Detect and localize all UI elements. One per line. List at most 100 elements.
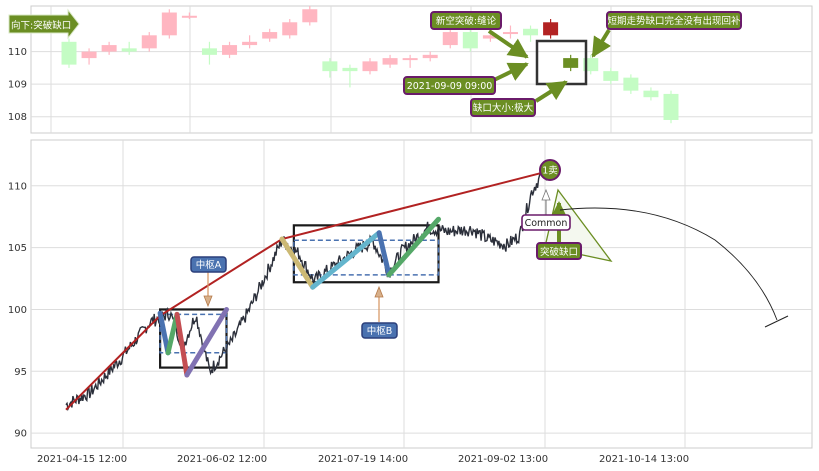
bottom-y-tick: 90 [14,429,27,440]
candle [262,28,278,42]
label-pivot-a: 中枢A [190,256,227,273]
top-y-tick-labels: 108 109 110 [8,47,27,123]
candle [643,87,659,101]
candle [141,32,157,52]
segment-stroke [184,307,229,378]
candle-body [61,41,77,65]
bottom-y-tick: 95 [14,367,27,378]
candle-body [382,58,398,65]
candle-body [482,35,498,39]
candle-body [101,45,117,52]
segment-stroke [310,230,382,290]
candle [282,19,298,39]
segment-stroke [174,311,190,378]
svg-text:突破缺口: 突破缺口 [540,246,578,258]
pivot-b-arrowhead [374,285,384,298]
candle [382,54,398,68]
bottom-panel-frame [30,139,813,449]
candle-body [161,12,177,36]
projection-arc [559,207,778,321]
candle-body [462,32,478,49]
candle [502,25,518,39]
candle-body [121,48,137,52]
label-gap-size: 缺口大小:极大 [470,98,536,117]
segment-strokes [157,216,441,378]
candle [543,19,559,39]
arrow-gap-size [534,80,568,103]
candle-body [442,32,458,46]
candle [462,28,478,52]
candle-body [322,61,338,72]
bottom-y-tick: 105 [8,243,27,254]
arrow-trend-note [591,28,611,58]
candle [201,41,217,65]
candle-body [563,58,579,68]
top-candles [61,6,679,124]
segment-stroke [279,236,316,290]
x-tick: 2021-09-02 13:00 [458,454,548,465]
svg-text:短期走势缺口完全没有出现回补: 短期走势缺口完全没有出现回补 [607,15,741,27]
candle [121,41,137,55]
candle [61,38,77,68]
candle-body [141,35,157,49]
label-gap-time: 2021-09-09 09:00 [403,76,496,95]
candle-body [262,32,278,39]
candle-body [523,28,539,36]
bottom-price-panel: 90 95 100 105 110 2021-04-15 12:00 2021-06-02… [8,139,813,465]
candle [442,28,458,49]
x-tick: 2021-06-02 12:00 [177,454,267,465]
candle [362,58,378,75]
svg-text:新空突破:缝论: 新空突破:缝论 [436,15,497,27]
candle-body [362,61,378,72]
left-label-banner: 向下:突破缺口 [8,8,80,40]
segment-stroke [376,230,392,278]
candle [623,74,639,94]
label-gap-fill: 新空突破:缝论 [430,11,502,30]
candle [342,64,358,88]
svg-text:2021-09-09 09:00: 2021-09-09 09:00 [407,81,493,92]
left-label-text: 向下:突破缺口 [11,20,71,32]
candle-body [623,77,639,91]
x-tick-labels: 2021-04-15 12:00 2021-06-02 12:00 2021-07-… [37,454,689,465]
candle [603,67,619,85]
candle [242,35,258,49]
bottom-gridlines [31,140,812,448]
candle-body [402,58,418,61]
candle-body [543,22,559,36]
svg-text:1卖: 1卖 [542,166,558,177]
candle-body [422,54,438,59]
candle-body [201,48,217,55]
candle [563,54,579,72]
candle [81,48,97,65]
projection-arc-cap [764,315,789,328]
candle-body [302,9,318,23]
candle [101,41,117,55]
arrow-gap-fill [487,29,529,59]
top-candle-panel: 108 109 110 向下:突破缺口 新空突破:缝论 2021-09-09 09:… [8,5,813,134]
candle-body [502,32,518,35]
candle-body [643,90,659,98]
segment-stroke [165,311,180,356]
candle [222,41,238,59]
candle-body [242,41,258,46]
candle [663,90,679,124]
x-tick: 2021-04-15 12:00 [37,454,127,465]
bi-trend-line [65,171,545,411]
candle [322,58,338,78]
svg-text:Common: Common [525,218,568,229]
bottom-y-tick-labels: 90 95 100 105 110 [8,181,27,439]
candle-body [663,93,679,120]
x-tick: 2021-10-14 13:00 [599,454,689,465]
candle-body [603,71,619,81]
bottom-y-tick: 100 [8,305,27,316]
bottom-y-tick: 110 [8,181,27,192]
candle [402,54,418,68]
common-arrowhead [541,188,551,201]
top-y-tick: 109 [8,80,27,91]
candle-body [282,22,298,36]
candle [523,25,539,42]
segment-stroke [157,310,171,356]
svg-text:中枢B: 中枢B [367,325,393,337]
svg-text:缺口大小:极大: 缺口大小:极大 [473,102,534,114]
